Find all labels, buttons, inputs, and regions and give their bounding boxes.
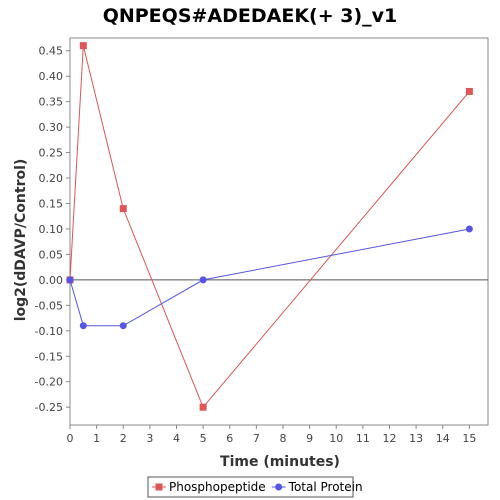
y-tick-label: 0.30: [39, 121, 64, 134]
x-tick-label: 9: [306, 432, 313, 445]
data-point: [199, 276, 207, 284]
legend-marker: [275, 483, 283, 491]
plot-area: -0.25 -0.20 -0.15 -0.10 -0.05 0.00 0.05 0.10 0.1…: [35, 37, 489, 445]
legend-marker: [155, 483, 163, 491]
plot-frame: [69, 37, 489, 426]
legend-label: Total Protein: [288, 480, 363, 494]
x-tick-label: 12: [382, 432, 396, 445]
chart-title: QNPEQS#ADEDAEK(+ 3)_v1: [103, 5, 398, 27]
x-tick-label: 14: [436, 432, 450, 445]
x-tick-label: 0: [67, 432, 74, 445]
x-tick-label: 13: [409, 432, 423, 445]
x-tick-label: 8: [279, 432, 286, 445]
x-tick-label: 15: [462, 432, 476, 445]
y-tick-label: 0.45: [39, 45, 64, 58]
y-tick-label: -0.05: [35, 299, 63, 312]
y-tick-label: 0.00: [39, 274, 64, 287]
x-tick-label: 4: [173, 432, 180, 445]
data-point: [66, 276, 74, 284]
data-point: [199, 403, 207, 411]
y-tick-label: -0.20: [35, 376, 63, 389]
data-point: [79, 322, 87, 330]
y-tick-label: -0.25: [35, 401, 63, 414]
x-tick-label: 6: [226, 432, 233, 445]
data-point: [79, 42, 87, 50]
x-tick-label: 10: [329, 432, 343, 445]
x-tick-label: 5: [200, 432, 207, 445]
y-tick-label: 0.20: [39, 172, 64, 185]
x-tick-label: 1: [93, 432, 100, 445]
y-tick-label: 0.25: [39, 147, 64, 160]
y-tick-label: 0.40: [39, 70, 64, 83]
y-tick-label: 0.05: [39, 248, 64, 261]
x-tick-label: 2: [120, 432, 127, 445]
y-tick-label: -0.10: [35, 325, 63, 338]
x-tick-label: 3: [146, 432, 153, 445]
data-point: [465, 225, 473, 233]
y-tick-label: 0.10: [39, 223, 64, 236]
legend: Phosphopeptide Total Protein: [147, 476, 363, 498]
x-axis-label: Time (minutes): [220, 454, 340, 470]
y-axis-label: log2(dDAVP/Control): [13, 159, 29, 322]
legend-label: Phosphopeptide: [169, 480, 266, 494]
y-tick-label: 0.15: [39, 197, 64, 210]
data-point: [119, 322, 127, 330]
data-point: [465, 87, 473, 95]
legend-frame: [147, 476, 354, 498]
y-tick-label: 0.35: [39, 96, 64, 109]
y-tick-label: -0.15: [35, 350, 63, 363]
x-tick-label: 11: [356, 432, 370, 445]
data-point: [119, 205, 127, 213]
x-tick-label: 7: [253, 432, 260, 445]
